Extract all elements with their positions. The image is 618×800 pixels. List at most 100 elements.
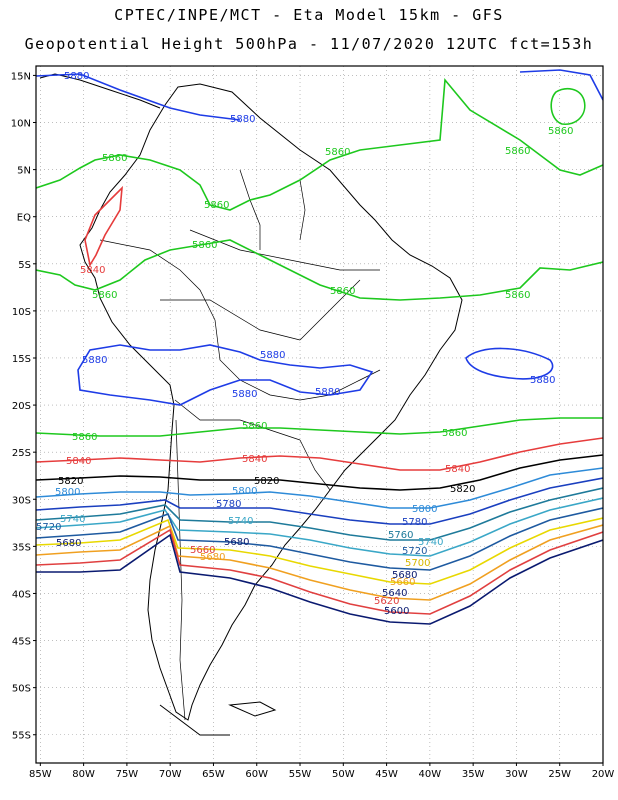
contour-label: 5780 [402, 517, 427, 528]
contour-label: 5820 [254, 476, 279, 487]
lat-tick-label: 5S [18, 260, 31, 271]
contour-5840-south [36, 437, 603, 471]
contour-label: 5840 [80, 265, 105, 276]
contour-label: 5680 [200, 552, 225, 563]
contour-label: 5840 [242, 454, 267, 465]
lat-tick-label: 10S [12, 307, 31, 318]
lon-tick-label: 20W [592, 769, 615, 780]
contour-5680 [36, 524, 603, 601]
contour-5660 [36, 528, 603, 615]
lon-tick-label: 45W [375, 769, 398, 780]
contour-5860-mid [36, 239, 603, 301]
lat-tick-label: 30S [12, 495, 31, 506]
lat-tick-label: 15N [11, 71, 31, 82]
contour-label: 5640 [382, 588, 407, 599]
contour-label: 5860 [505, 290, 530, 301]
contour-label: 5860 [242, 421, 267, 432]
map-title: CPTEC/INPE/MCT - Eta Model 15km - GFS [114, 6, 504, 24]
contour-label: 5680 [56, 538, 81, 549]
contour-5720 [36, 507, 603, 571]
contour-label: 5680 [224, 537, 249, 548]
lon-tick-label: 50W [332, 769, 355, 780]
map-frame [35, 65, 604, 764]
contour-label: 5820 [450, 484, 475, 495]
contour-5860-south [36, 417, 603, 437]
contour-label: 5860 [548, 126, 573, 137]
contour-label: 5620 [374, 596, 399, 607]
contour-label: 5660 [190, 545, 215, 556]
contour-5880-north [36, 73, 241, 121]
contour-5780 [36, 477, 603, 525]
contour-label: 5840 [445, 464, 470, 475]
contour-label: 5800 [412, 504, 437, 515]
contour-label: 5760 [388, 530, 413, 541]
contour-label: 5680 [392, 570, 417, 581]
contour-label: 5880 [232, 389, 257, 400]
contour-label: 5880 [64, 71, 89, 82]
contour-5880-atlantic [465, 347, 554, 380]
lon-tick-label: 35W [462, 769, 485, 780]
contour-label: 5720 [402, 546, 427, 557]
lat-tick-label: 10N [11, 119, 31, 130]
contour-label: 5840 [66, 456, 91, 467]
latitude-labels: 15N 10N 5N EQ 5S 10S 15S 20S 25S 30S 35S 40S 45S 50S 5… [11, 71, 36, 742]
contour-5700 [36, 517, 603, 585]
contour-label: 5880 [530, 375, 555, 386]
contour-label: 5800 [55, 487, 80, 498]
contour-label: 5860 [192, 240, 217, 251]
lat-tick-label: 45S [12, 637, 31, 648]
lat-tick-label: 20S [12, 401, 31, 412]
contour-label: 5820 [58, 476, 83, 487]
contour-label: 5780 [216, 499, 241, 510]
contour-label: 5860 [442, 428, 467, 439]
map-subtitle: Geopotential Height 500hPa - 11/07/2020 … [24, 35, 594, 53]
lat-tick-label: 25S [12, 448, 31, 459]
contour-label: 5800 [232, 486, 257, 497]
contour-5880-ne-circle [550, 87, 586, 125]
contour-label: 5660 [390, 577, 415, 588]
contour-label: 5860 [325, 147, 350, 158]
contour-label: 5860 [72, 432, 97, 443]
contour-label: 5600 [384, 606, 409, 617]
lat-tick-label: EQ [17, 213, 31, 224]
lon-tick-label: 65W [202, 769, 225, 780]
lon-tick-label: 75W [116, 769, 139, 780]
contour-5880-northeast [519, 69, 603, 101]
contour-5880-south [77, 344, 374, 406]
lon-tick-label: 70W [159, 769, 182, 780]
lat-tick-label: 15S [12, 354, 31, 365]
contour-label: 5740 [418, 537, 443, 548]
lat-lon-grid [36, 66, 603, 763]
contour-label: 5860 [102, 153, 127, 164]
contour-label: 5880 [315, 387, 340, 398]
lat-tick-label: 35S [12, 542, 31, 553]
lon-tick-label: 80W [72, 769, 95, 780]
lon-tick-label: 30W [505, 769, 528, 780]
country-borders [99, 169, 381, 721]
contour-label: 5860 [505, 146, 530, 157]
contour-label: 5740 [60, 514, 85, 525]
contour-5800 [36, 467, 603, 509]
contour-lines [36, 69, 603, 625]
contour-5860-north [36, 77, 603, 211]
lon-tick-label: 60W [245, 769, 268, 780]
contour-label: 5700 [405, 558, 430, 569]
lon-tick-label: 25W [548, 769, 571, 780]
contour-5740 [36, 497, 603, 557]
lon-tick-label: 85W [29, 769, 52, 780]
longitude-labels: 85W 80W 75W 70W 65W 60W 55W 50W 45W 40W 35W 30W 25W 2… [29, 763, 614, 780]
contour-label: 5860 [330, 286, 355, 297]
contour-label: 5880 [82, 355, 107, 366]
contour-5840-peru [84, 185, 123, 268]
lat-tick-label: 40S [12, 589, 31, 600]
contour-label: 5740 [228, 516, 253, 527]
contour-5760 [36, 487, 603, 541]
lat-tick-label: 50S [12, 684, 31, 695]
lon-tick-label: 55W [289, 769, 312, 780]
lon-tick-label: 40W [419, 769, 442, 780]
lat-tick-label: 55S [12, 731, 31, 742]
contour-label: 5860 [92, 290, 117, 301]
contour-label: 5880 [230, 114, 255, 125]
contour-label: 5860 [204, 200, 229, 211]
